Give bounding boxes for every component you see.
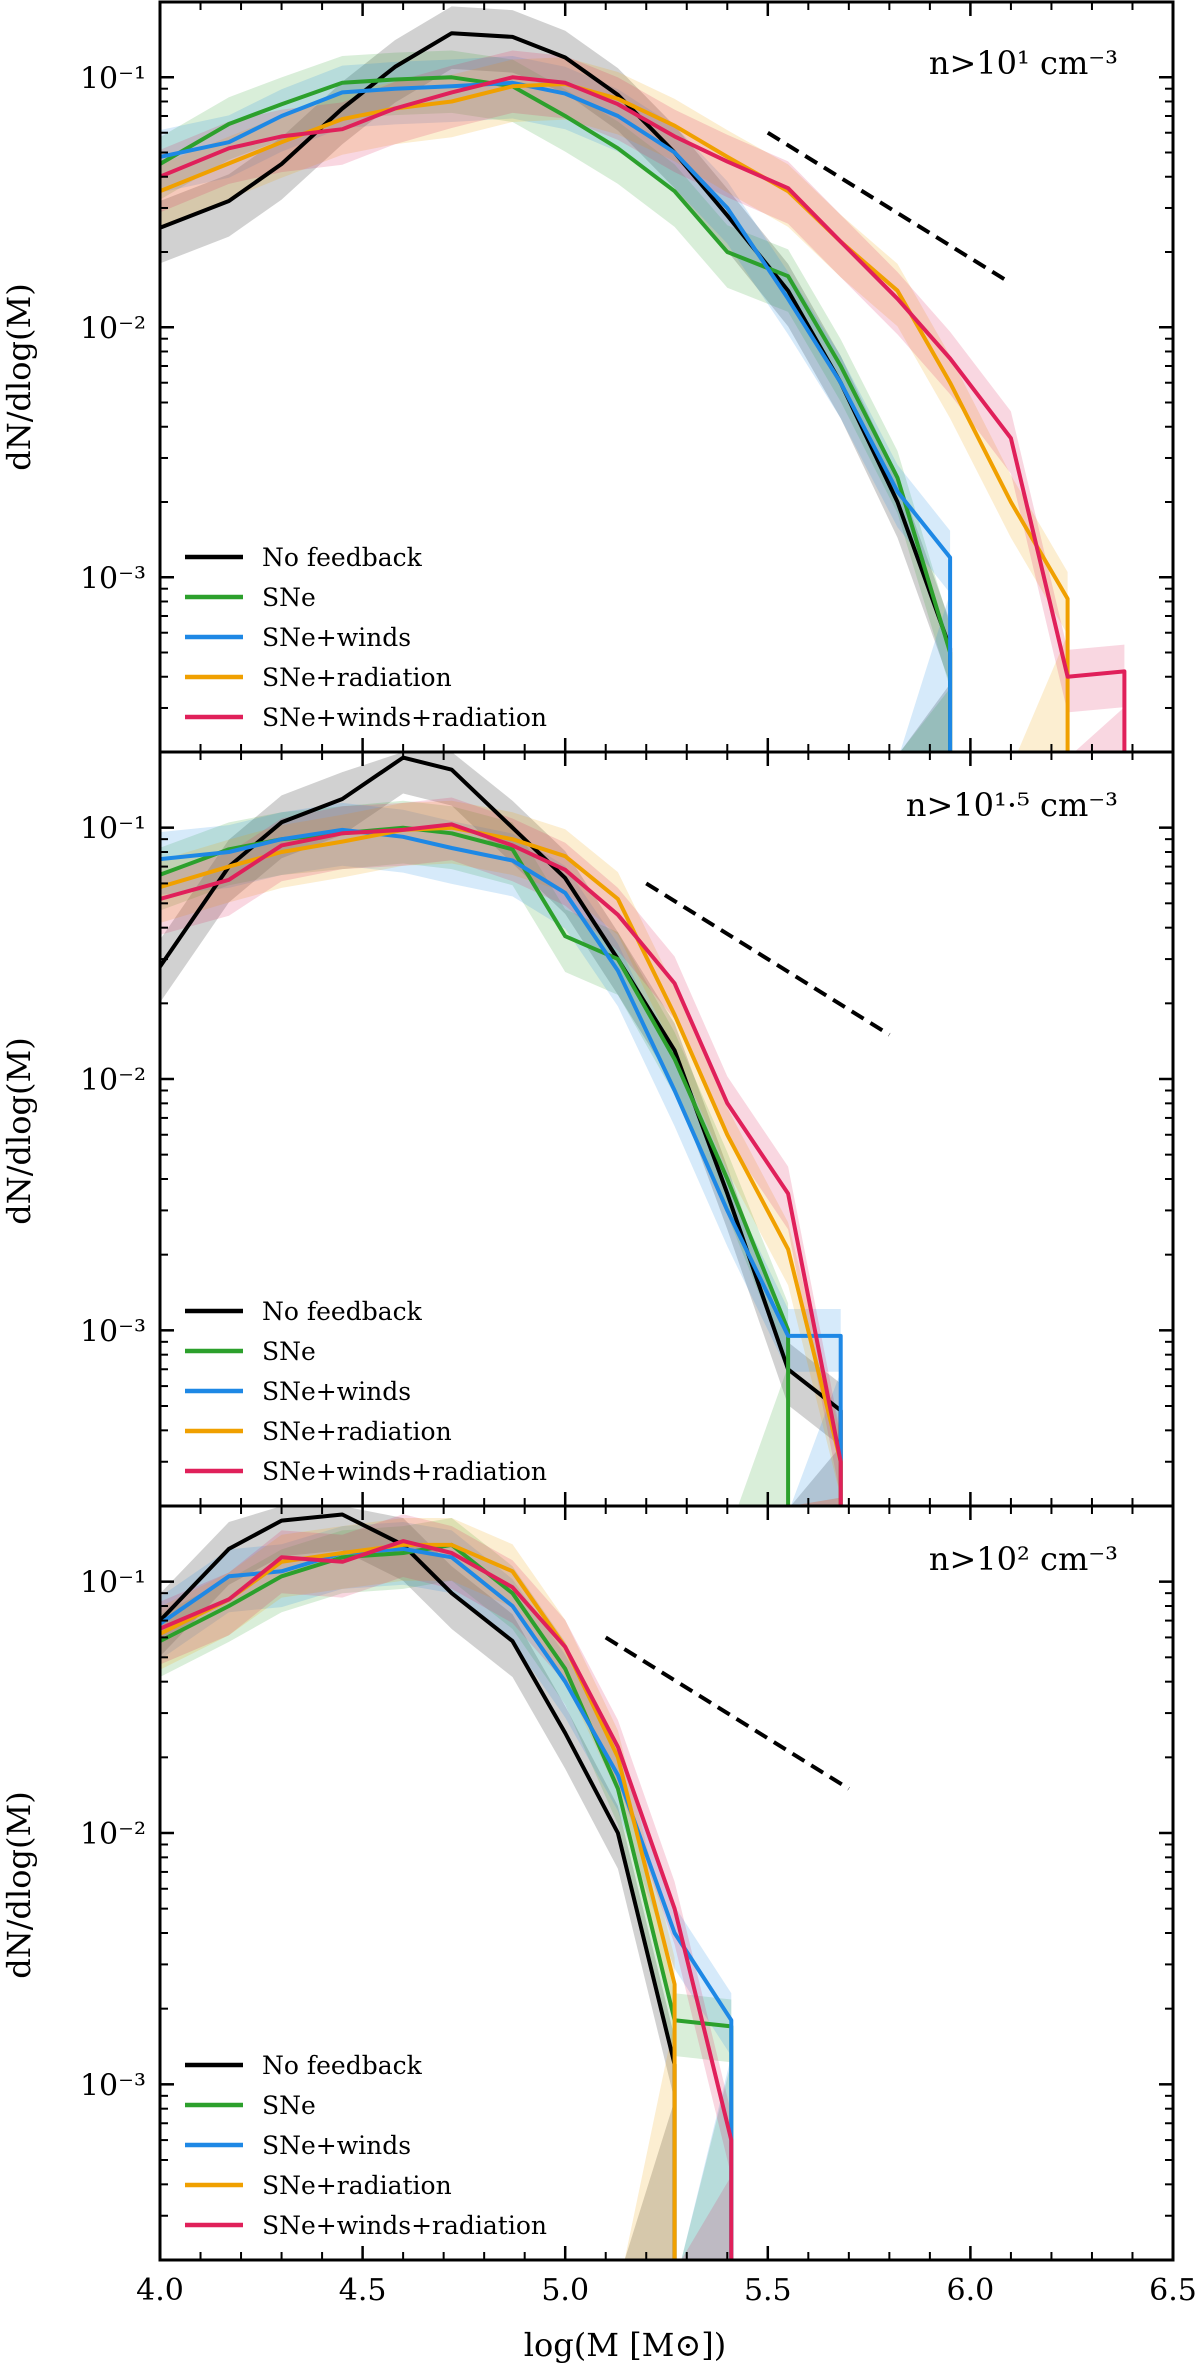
legend-label: No feedback [262,543,423,572]
y-tick-label: 10⁻² [80,1063,146,1098]
reference-slope-line [645,881,891,1037]
uncertainty-band-1 [160,1518,732,2260]
uncertainty-band-2 [160,56,951,752]
plot-area [160,1506,850,2260]
legend-label: No feedback [262,1297,423,1326]
panel-annotation: n>10¹·⁵ cm⁻³ [906,786,1118,824]
uncertainty-band-4 [160,797,841,1506]
series-line-sne-radiation [160,1542,677,2260]
plot-area [160,6,1127,752]
legend-label: SNe+winds+radiation [262,2211,547,2240]
y-tick-label: 10⁻² [80,1817,146,1852]
x-tick-label: 5.5 [744,2273,792,2308]
legend-label: SNe [262,583,316,612]
uncertainty-band-2 [160,1522,732,2260]
y-tick-label: 10⁻³ [80,561,146,596]
x-tick-label: 4.0 [136,2273,184,2308]
axes-frame [158,1504,1175,2262]
panel-top: n>10¹ cm⁻³ dN/dlog(M) 10⁻¹ 10⁻² 10⁻³ No fee… [0,0,1175,754]
legend-label: SNe+radiation [262,663,452,692]
uncertainty-band-0 [160,1506,675,2260]
legend-label: SNe [262,2091,316,2120]
series-line-no-feedback [160,31,953,752]
x-axis-label: log(M [M⊙]) [524,2326,726,2364]
x-tick-label: 5.0 [541,2273,589,2308]
series-line-no-feedback [160,1512,677,2260]
y-tick-label: 10⁻¹ [80,812,146,847]
legend-label: No feedback [262,2051,423,2080]
y-axis-label: dN/dlog(M) [0,1791,38,1978]
y-tick-label: 10⁻³ [80,2068,146,2103]
reference-slope-line [766,131,1012,285]
legend-label: SNe+winds [262,1377,411,1406]
series-line-sne-radiation [160,82,1070,752]
x-tick-label: 6.5 [1149,2273,1197,2308]
panel-bottom: n>10² cm⁻³ dN/dlog(M) log(M [M⊙]) 10⁻¹ 10… [0,1504,1197,2364]
legend: No feedback SNe SNe+winds SNe+radiation SNe+… [185,543,547,732]
series-line-sne-winds [160,80,953,752]
y-axis-label: dN/dlog(M) [0,1037,38,1224]
legend-label: SNe+radiation [262,1417,452,1446]
reference-slope-line [604,1635,850,1791]
series-line-sne-winds-radiation [160,1539,734,2260]
legend-label: SNe+winds [262,623,411,652]
y-tick-label: 10⁻² [80,311,146,346]
y-tick-label: 10⁻¹ [80,1566,146,1601]
uncertainty-band-4 [160,1514,732,2260]
panel-middle: n>10¹·⁵ cm⁻³ dN/dlog(M) 10⁻¹ 10⁻² 10⁻³ No f… [0,750,1175,1508]
plot-area [160,752,891,1506]
series-line-sne [160,75,953,752]
panel-annotation: n>10² cm⁻³ [929,1540,1118,1578]
legend-label: SNe+winds [262,2131,411,2160]
legend-label: SNe+winds+radiation [262,1457,547,1486]
y-tick-label: 10⁻³ [80,1314,146,1349]
x-tick-label: 4.5 [339,2273,387,2308]
legend: No feedback SNe SNe+winds SNe+radiation SNe+… [185,1297,547,1486]
y-axis-label: dN/dlog(M) [0,283,38,470]
uncertainty-band-4 [160,50,1125,752]
series-line-no-feedback [160,755,843,1506]
uncertainty-band-3 [160,57,1068,752]
uncertainty-band-3 [160,1518,675,2260]
legend-label: SNe [262,1337,316,1366]
panel-annotation: n>10¹ cm⁻³ [929,44,1118,82]
series-line-sne-winds [160,827,843,1506]
series-line-sne-winds-radiation [160,822,843,1506]
y-tick-label: 10⁻¹ [80,61,146,96]
series-line-sne-winds-radiation [160,75,1127,752]
legend-label: SNe+radiation [262,2171,452,2200]
legend: No feedback SNe SNe+winds SNe+radiation SNe+… [185,2051,547,2240]
series-line-sne-radiation [160,825,843,1506]
x-tick-label: 6.0 [947,2273,995,2308]
legend-label: SNe+winds+radiation [262,703,547,732]
